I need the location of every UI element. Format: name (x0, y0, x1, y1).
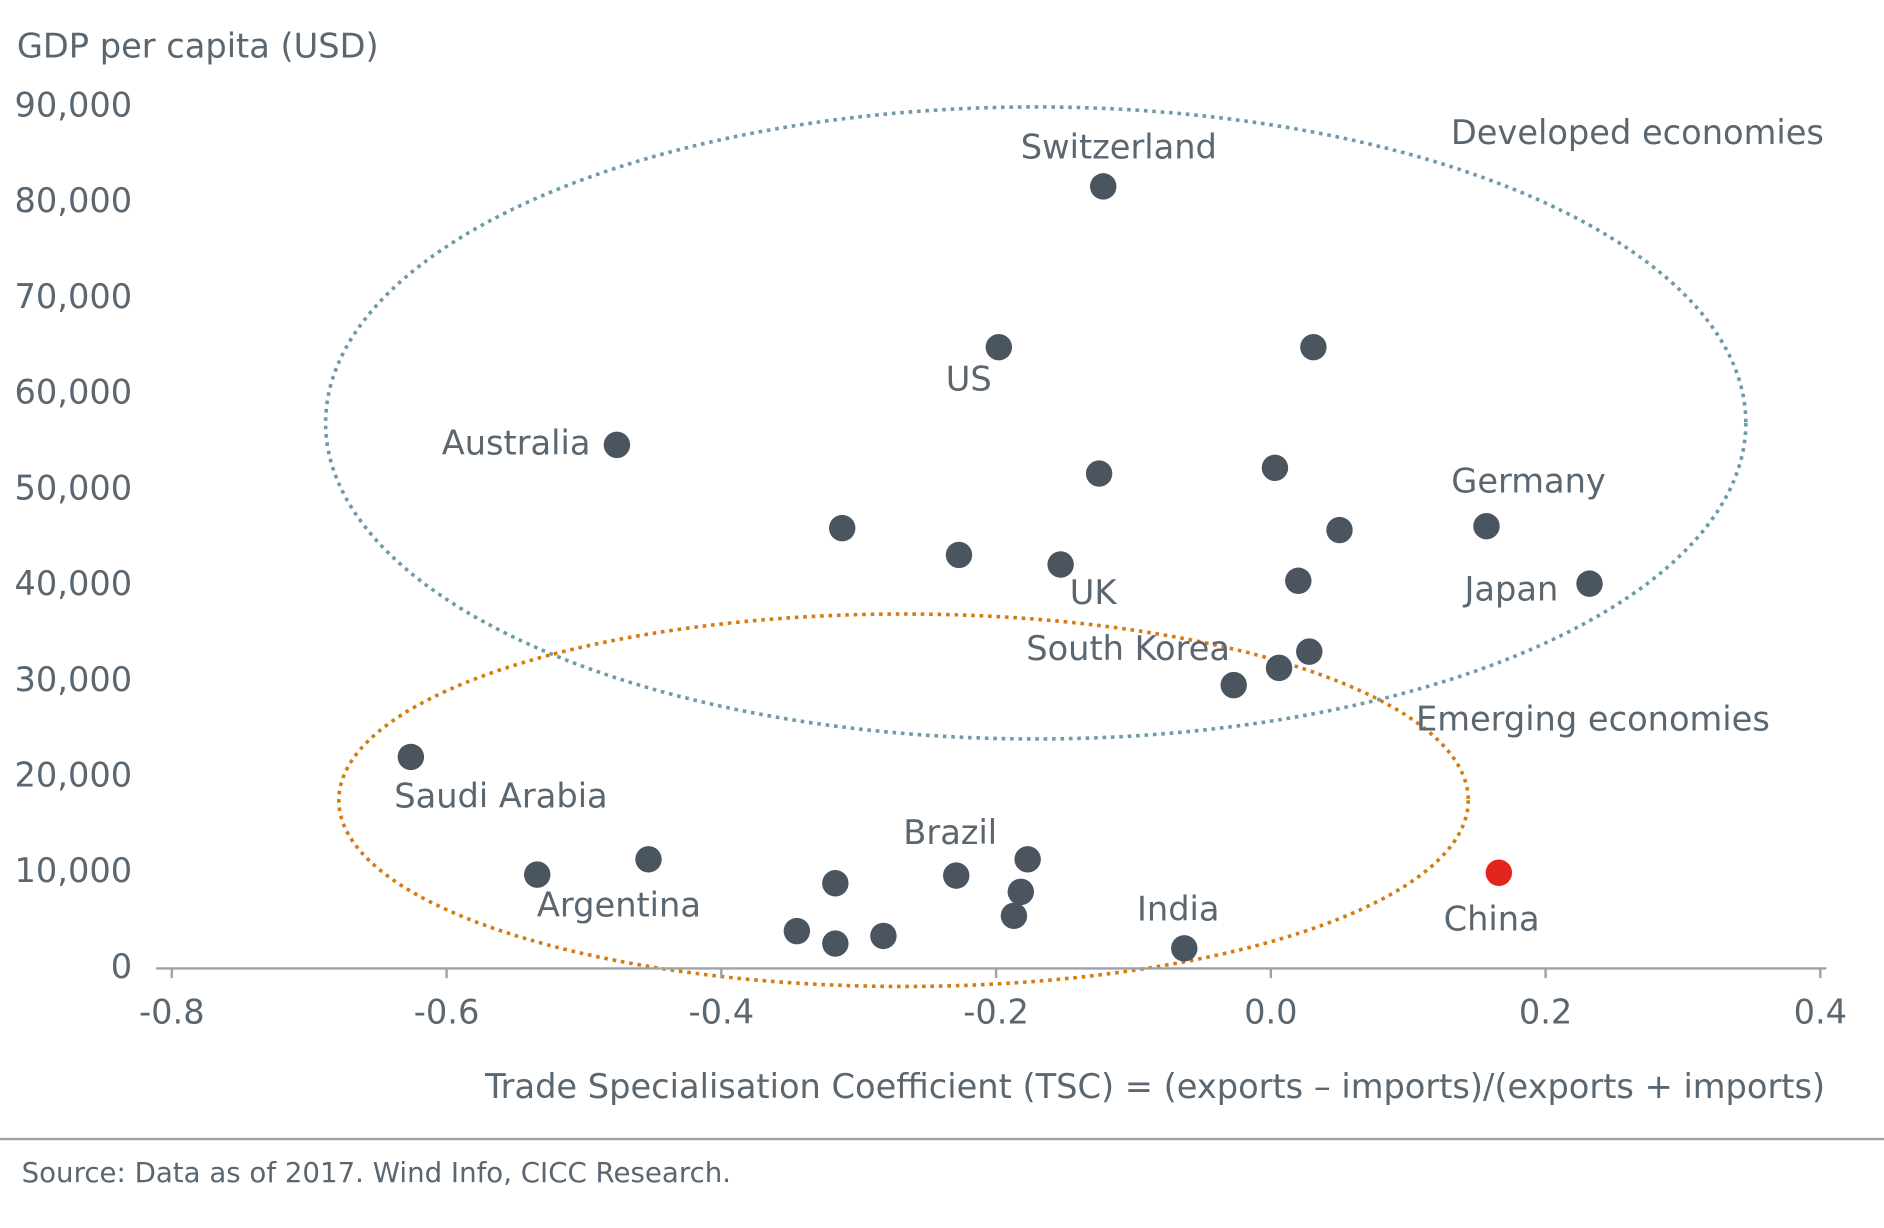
point (1473, 512, 1500, 540)
point (870, 922, 897, 950)
point (1265, 654, 1293, 682)
x-tick-label: 0.4 (1794, 993, 1847, 1032)
point (1085, 460, 1113, 487)
point (1485, 859, 1513, 886)
point (1007, 878, 1035, 906)
point-label: Saudi Arabia (394, 776, 607, 815)
x-tick-label: -0.6 (414, 993, 480, 1032)
x-tick-label: -0.4 (689, 993, 755, 1032)
point-label: Australia (442, 423, 591, 462)
point (1047, 551, 1074, 578)
y-tick-label: 0 (111, 947, 132, 986)
point-label: Switzerland (1021, 128, 1217, 167)
x-tick-label: 0.2 (1519, 993, 1572, 1032)
point (783, 917, 811, 945)
point (1220, 671, 1247, 699)
point (1300, 333, 1327, 361)
annotation: Developed economies (1451, 113, 1824, 152)
point-label: Brazil (903, 813, 997, 852)
x-tick-label: 0.0 (1244, 993, 1297, 1032)
point (985, 333, 1013, 361)
y-tick-label: 30,000 (15, 660, 133, 699)
x-tick-label: -0.8 (139, 993, 205, 1032)
point (1000, 902, 1028, 930)
point (1296, 638, 1323, 665)
y-tick-label: 20,000 (15, 756, 133, 795)
point (1014, 846, 1041, 873)
x-axis-label: Trade Specialisation Coefficient (TSC) =… (484, 1067, 1825, 1106)
emerging-ellipse (337, 612, 1471, 989)
point-label: South Korea (1026, 629, 1230, 668)
point (603, 431, 631, 459)
y-tick-label: 10,000 (15, 851, 133, 890)
source-note: Source: Data as of 2017. Wind Info, CICC… (22, 1156, 731, 1189)
point (1090, 173, 1117, 200)
point-label: UK (1070, 573, 1118, 612)
point (945, 541, 973, 569)
x-tick-label: -0.2 (963, 993, 1029, 1032)
point-label: Argentina (537, 886, 701, 925)
point (822, 930, 849, 957)
point (1326, 516, 1353, 544)
point (635, 846, 662, 873)
point (1171, 935, 1198, 962)
point (1576, 570, 1603, 597)
y-tick-label: 90,000 (15, 85, 133, 124)
point-label: Japan (1463, 569, 1559, 608)
y-axis-label: GDP per capita (USD) (17, 27, 379, 66)
point (828, 514, 856, 542)
y-tick-label: 50,000 (15, 468, 133, 507)
y-tick-label: 80,000 (15, 181, 133, 220)
y-tick-label: 70,000 (15, 277, 133, 316)
y-tick-label: 40,000 (15, 564, 133, 603)
point-label: Germany (1451, 461, 1606, 500)
point-label: China (1444, 899, 1540, 938)
point-label: India (1137, 890, 1220, 929)
point (822, 870, 849, 897)
point (524, 861, 551, 888)
point (397, 743, 425, 771)
developed-ellipse (323, 105, 1748, 741)
y-tick-label: 60,000 (15, 373, 133, 412)
annotation: Emerging economies (1416, 699, 1770, 738)
point (1285, 567, 1312, 594)
point-label: US (946, 359, 992, 398)
point (1261, 454, 1289, 482)
point (943, 862, 970, 889)
